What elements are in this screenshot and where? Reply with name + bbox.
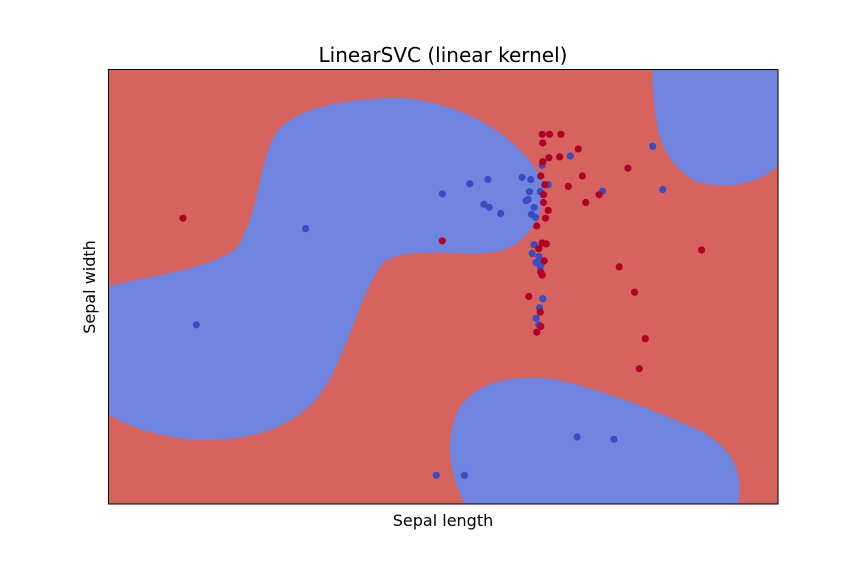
scatter-point-class-1-33 [649, 142, 657, 150]
scatter-point-class-0-29 [595, 191, 603, 199]
scatter-point-class-0-35 [635, 365, 643, 373]
scatter-point-class-0-23 [545, 154, 553, 162]
scatter-point-class-0-31 [698, 246, 706, 254]
decision-region-bottom [449, 377, 740, 504]
scatter-point-class-0-21 [545, 130, 554, 138]
scatter-point-class-1-15 [530, 203, 538, 211]
scatter-point-class-1-27 [532, 314, 540, 322]
scatter-point-class-0-22 [557, 130, 565, 138]
scatter-point-class-0-0 [179, 214, 187, 222]
scatter-point-class-1-19 [530, 241, 538, 249]
plot-frame [108, 69, 779, 505]
scatter-point-class-1-34 [659, 185, 667, 194]
scatter-point-class-1-36 [192, 321, 200, 329]
scatter-point-class-0-25 [574, 145, 582, 153]
scatter-point-class-1-3 [432, 471, 440, 479]
scatter-point-class-0-26 [578, 172, 587, 180]
scatter-point-class-0-17 [537, 172, 545, 180]
scatter-point-class-0-32 [615, 263, 623, 271]
scatter-point-class-0-36 [533, 328, 541, 336]
scatter-point-class-0-3 [536, 308, 544, 316]
scatter-point-class-1-11 [527, 175, 535, 184]
scatter-point-class-0-28 [564, 182, 572, 190]
scatter-point-class-0-24 [556, 153, 564, 161]
scatter-point-class-1-35 [302, 225, 310, 233]
scatter-point-class-0-19 [538, 130, 546, 138]
scatter-points [179, 130, 706, 479]
y-axis-label: Sepal width [80, 240, 99, 334]
scatter-point-class-1-5 [497, 209, 505, 217]
scatter-point-class-0-9 [540, 257, 548, 265]
scatter-point-class-1-2 [484, 175, 492, 184]
scatter-point-class-0-27 [582, 198, 590, 207]
scatter-point-class-1-24 [536, 263, 544, 271]
scatter-point-class-1-31 [573, 433, 581, 441]
scatter-point-class-0-1 [438, 237, 446, 245]
x-axis-label: Sepal length [393, 511, 494, 530]
scatter-point-class-1-12 [525, 188, 534, 196]
scatter-point-class-0-10 [538, 271, 546, 279]
scatter-point-class-1-25 [539, 295, 547, 303]
scatter-point-class-0-4 [537, 322, 545, 331]
decision-region-center-left [108, 98, 544, 441]
scatter-point-class-1-20 [528, 249, 536, 257]
scatter-point-class-0-34 [641, 335, 649, 343]
scatter-point-class-0-8 [542, 240, 550, 248]
scatter-point-class-0-18 [539, 158, 547, 166]
scatter-point-class-1-13 [524, 195, 532, 204]
scatter-point-class-0-30 [624, 164, 632, 172]
scatter-point-class-0-11 [533, 222, 541, 230]
scatter-point-class-1-4 [460, 471, 468, 479]
decision-region-top-right [652, 69, 778, 186]
scatter-point-class-1-0 [438, 190, 446, 198]
scatter-point-class-0-6 [535, 245, 543, 253]
scatter-point-class-0-13 [544, 206, 552, 214]
scatter-point-class-1-22 [535, 252, 543, 261]
scatter-point-class-1-6 [480, 200, 488, 208]
scatter-point-class-0-15 [539, 191, 548, 199]
scatter-point-class-1-7 [485, 203, 493, 211]
scatter-point-class-1-9 [518, 173, 526, 181]
scatter-point-class-0-20 [539, 139, 547, 147]
scatter-point-class-1-1 [466, 180, 474, 188]
scatter-point-class-0-16 [541, 181, 549, 189]
scatter-point-class-1-32 [610, 435, 618, 443]
scatter-point-class-0-14 [539, 198, 548, 207]
scatter-point-class-0-33 [631, 288, 639, 296]
scatter-point-class-0-12 [541, 214, 550, 222]
plot-area [108, 69, 778, 504]
scatter-point-class-1-29 [566, 152, 574, 160]
chart-title: LinearSVC (linear kernel) [319, 43, 568, 67]
scatter-point-class-1-16 [531, 213, 540, 221]
scatter-point-class-0-2 [525, 292, 533, 301]
